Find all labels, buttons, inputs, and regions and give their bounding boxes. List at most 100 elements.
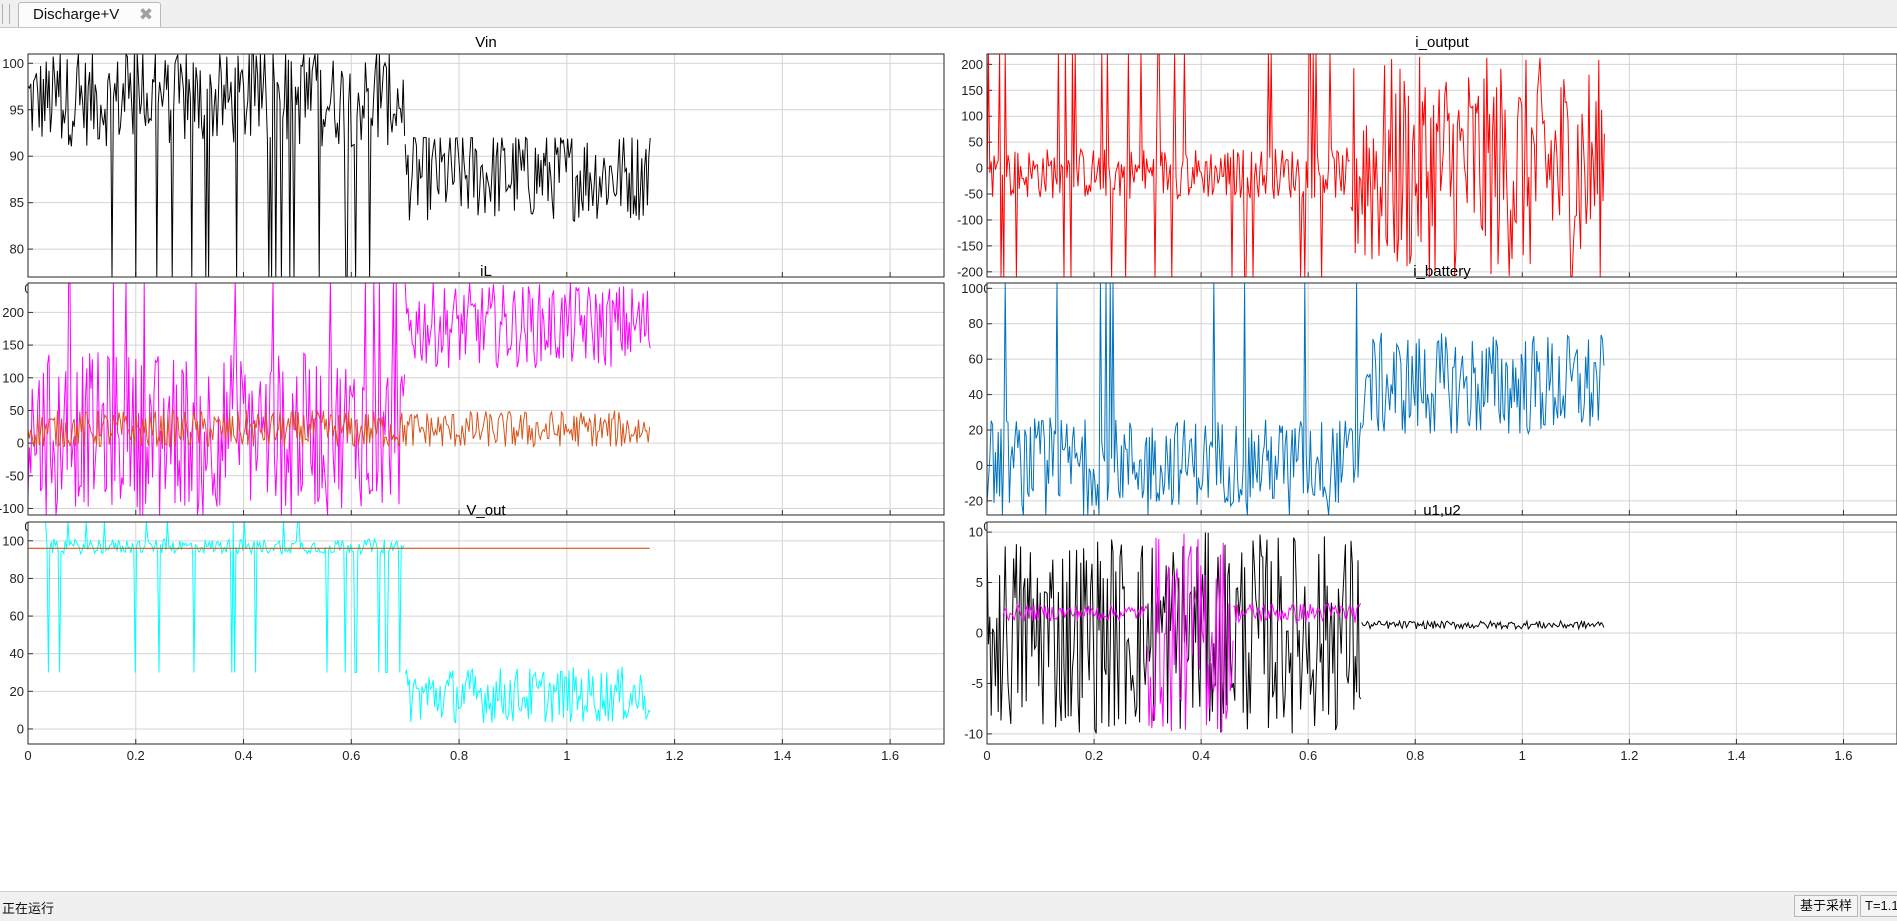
y-tick-label: 60 (969, 352, 983, 367)
y-tick-label: 40 (969, 387, 983, 402)
y-tick-label: 100 (2, 533, 24, 548)
y-tick-label: 100 (961, 281, 983, 296)
status-bar: 正在运行 基于采样 T=1.15 (0, 891, 1897, 921)
axes-border (27, 521, 945, 745)
y-tick-label: 90 (10, 149, 24, 164)
traces (28, 54, 651, 277)
x-tick-label: 1.6 (1834, 748, 1852, 763)
status-running-text: 正在运行 (2, 901, 55, 916)
y-tick-label: -100 (957, 212, 983, 227)
y-tick-label: 20 (969, 422, 983, 437)
y-tick-label: 80 (10, 571, 24, 586)
series-trace-0 (987, 54, 1605, 277)
x-tick-label: 1.4 (773, 748, 791, 763)
y-tick-label: 50 (10, 403, 24, 418)
axes-border (27, 282, 945, 516)
y-tick-label: -5 (971, 676, 983, 691)
y-tick-label: 150 (961, 83, 983, 98)
y-tick-label: 0 (976, 458, 983, 473)
axes-border (986, 521, 1897, 745)
x-tick-label: 0 (24, 748, 31, 763)
y-tick-label: 0 (17, 721, 24, 736)
series-trace-1 (28, 409, 651, 448)
scope-chart-4: V_out 0 0.2 0.4 0.6 0.8 1 1.2 1.4 1.6 0 20 40 60 80 100 (2, 502, 945, 763)
axes-background[interactable] (28, 54, 944, 277)
chart-title: iL (480, 263, 492, 280)
x-tick-label: 1 (563, 748, 570, 763)
y-tick-label: 20 (10, 684, 24, 699)
y-tick-label: 40 (10, 646, 24, 661)
chart-title: Vin (475, 34, 496, 51)
series-trace-0 (987, 283, 1605, 515)
y-tick-label: 100 (2, 56, 24, 71)
series-trace-1 (1002, 533, 1362, 733)
x-tick-label: 1.2 (666, 748, 684, 763)
chart-title: i_battery (1413, 263, 1471, 280)
traces (987, 54, 1605, 277)
x-tick-label: 0.4 (234, 748, 252, 763)
series-trace-0 (987, 532, 1605, 734)
y-tick-label: 85 (10, 195, 24, 210)
x-tick-label: 0.6 (1299, 748, 1317, 763)
tab-grip-handle[interactable] (2, 4, 10, 24)
y-tick-label: -50 (5, 468, 24, 483)
y-tick-label: 95 (10, 102, 24, 117)
x-tick-label: 0.4 (1192, 748, 1210, 763)
x-tick-label: 0 (983, 748, 990, 763)
x-tick-label: 0.8 (450, 748, 468, 763)
y-tick-label: -200 (957, 264, 983, 279)
scope-plots: Vin00.20.40.60.811.21.41.680859095100i_o… (0, 34, 1897, 763)
y-tick-label: 80 (969, 316, 983, 331)
x-tick-label: 0.2 (1085, 748, 1103, 763)
chart-title: V_out (466, 502, 506, 519)
y-tick-label: -10 (964, 726, 983, 741)
y-tick-label: 60 (10, 609, 24, 624)
axes-border (27, 53, 945, 278)
x-tick-label: 1 (1519, 748, 1526, 763)
axes-border (986, 53, 1897, 278)
series-trace-0 (28, 54, 651, 277)
y-tick-label: -100 (0, 501, 24, 516)
y-tick-label: 80 (10, 242, 24, 257)
axes-border (986, 282, 1897, 516)
y-tick-label: -150 (957, 238, 983, 253)
y-tick-label: 0 (976, 161, 983, 176)
tab-label: Discharge+V (33, 6, 120, 23)
traces (987, 283, 1605, 515)
close-icon[interactable]: ✖ (138, 5, 154, 24)
chart-title: u1,u2 (1423, 502, 1461, 519)
y-tick-label: -50 (964, 187, 983, 202)
x-tick-label: 1.4 (1727, 748, 1745, 763)
y-tick-label: 100 (2, 370, 24, 385)
traces (28, 283, 651, 515)
y-tick-label: 10 (969, 525, 983, 540)
tab-bar: Discharge+V ✖ (0, 0, 1897, 28)
y-tick-label: 150 (2, 338, 24, 353)
x-tick-label: 0.2 (127, 748, 145, 763)
y-tick-label: 200 (961, 57, 983, 72)
y-tick-label: -20 (964, 493, 983, 508)
scope-chart-2: iL00.20.40.60.811.21.41.6-100-5005010015… (0, 263, 945, 534)
status-sim-time: T=1.15 (1860, 895, 1897, 917)
tab-discharge-v[interactable]: Discharge+V ✖ (18, 2, 161, 27)
y-tick-label: 0 (976, 626, 983, 641)
traces (28, 522, 651, 724)
x-tick-label: 0.6 (342, 748, 360, 763)
series-trace-0 (28, 283, 651, 515)
x-tick-label: 1.6 (881, 748, 899, 763)
y-tick-label: 0 (17, 436, 24, 451)
scope-chart-1: i_output00.20.40.60.811.21.41.6-200-150-… (957, 34, 1897, 296)
chart-title: i_output (1415, 34, 1469, 51)
y-tick-label: 100 (961, 109, 983, 124)
traces (987, 532, 1605, 734)
scope-plot-area: Vin00.20.40.60.811.21.41.680859095100i_o… (0, 28, 1897, 891)
y-tick-label: 50 (969, 135, 983, 150)
y-tick-label: 5 (976, 575, 983, 590)
scope-chart-3: i_battery00.20.40.60.811.21.41.6-2002040… (961, 263, 1897, 534)
status-sample-mode[interactable]: 基于采样 (1794, 895, 1858, 917)
x-tick-label: 1.2 (1620, 748, 1638, 763)
y-tick-label: 200 (2, 305, 24, 320)
scope-chart-0: Vin00.20.40.60.811.21.41.680859095100 (2, 34, 945, 296)
x-tick-label: 0.8 (1406, 748, 1424, 763)
scope-chart-5: u1,u2 0 0.2 0.4 0.6 0.8 1 1.2 1.4 1.6 -10 -5 0 5 10 (964, 502, 1897, 763)
